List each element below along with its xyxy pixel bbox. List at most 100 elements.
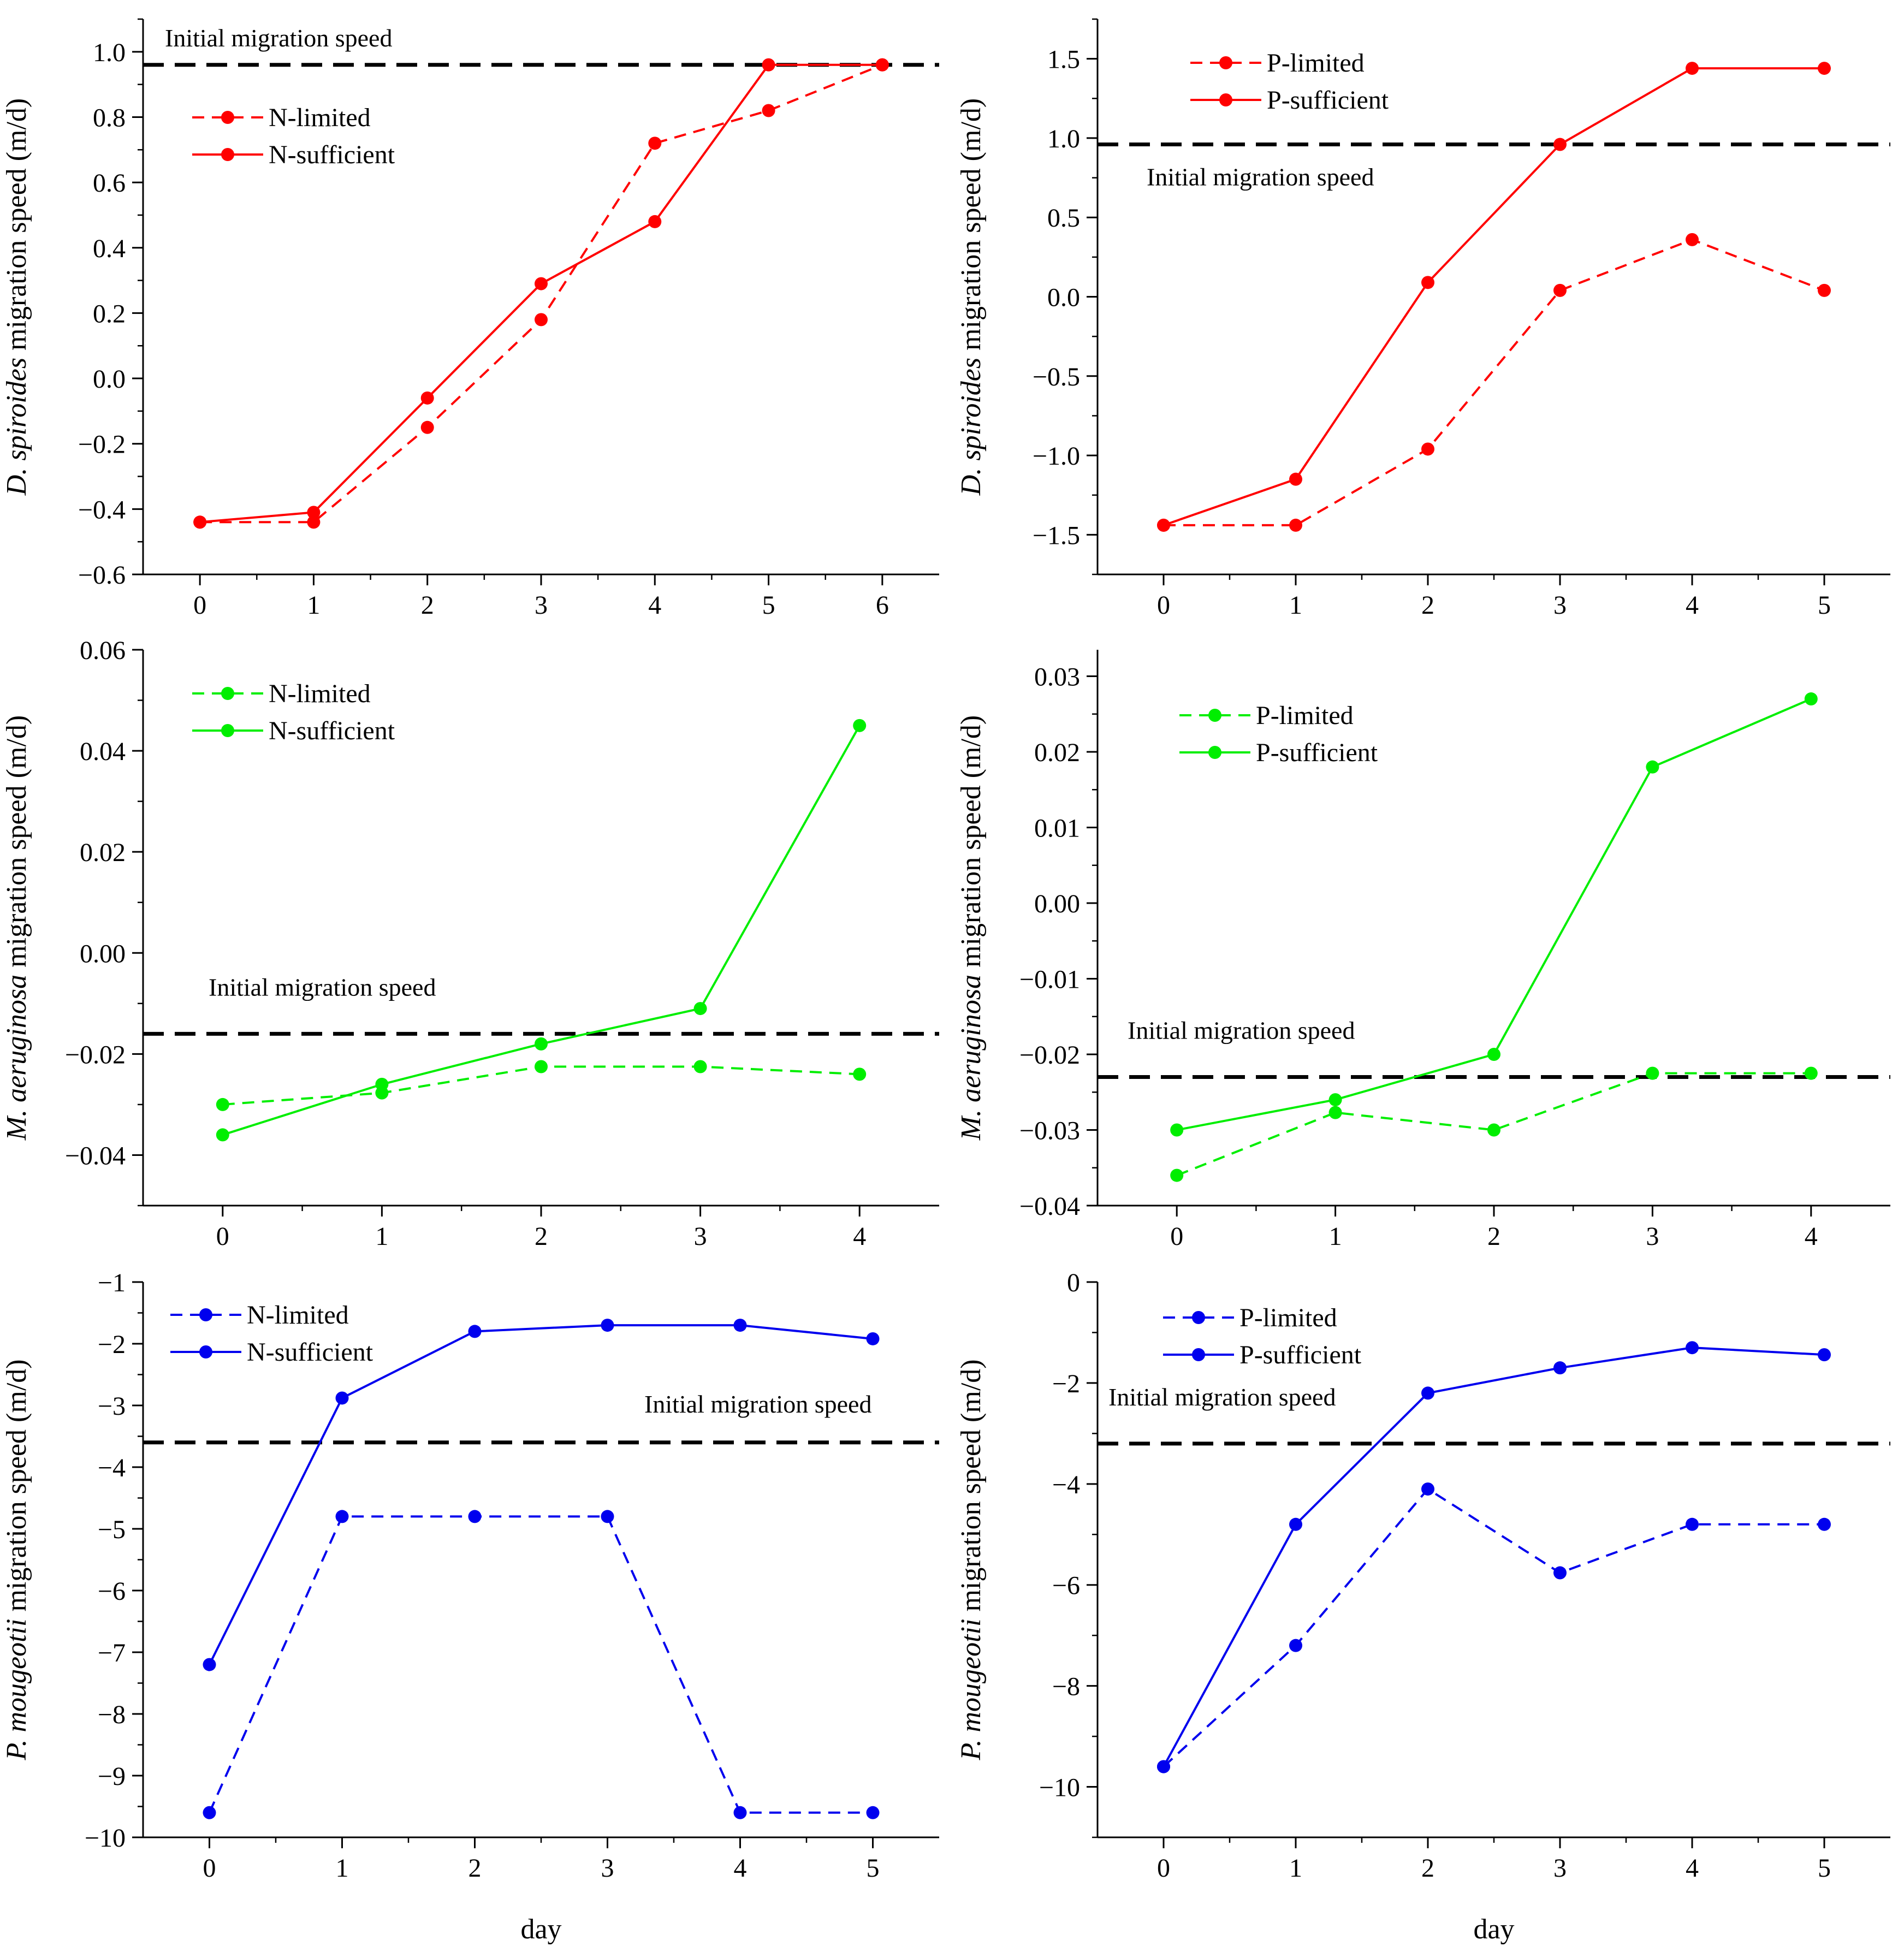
y-tick-label: 1.0 (1047, 124, 1080, 153)
data-point-N-sufficient (733, 1319, 747, 1332)
y-tick-label: 0.03 (1034, 662, 1080, 691)
data-point-N-limited (601, 1510, 614, 1523)
y-axis-title: D. spiroides migration speed (m/d) (956, 98, 987, 496)
data-point-P-sufficient (1818, 1348, 1831, 1362)
x-tick-label: 1 (375, 1222, 388, 1251)
legend-marker (1208, 709, 1221, 722)
legend-marker (199, 1308, 212, 1321)
initial-speed-label: Initial migration speed (209, 973, 436, 1001)
x-tick-label: 1 (1289, 1854, 1302, 1883)
y-tick-label: −1.5 (1033, 521, 1080, 550)
initial-speed-label: Initial migration speed (1147, 163, 1374, 191)
data-point-P-sufficient (1646, 760, 1659, 774)
y-tick-label: −0.4 (78, 495, 126, 524)
x-tick-label: 6 (876, 591, 889, 620)
y-tick-label: −6 (1052, 1571, 1080, 1600)
y-tick-label: −4 (1052, 1470, 1080, 1499)
series-line-N-sufficient (199, 63, 882, 524)
x-tick-label: 0 (216, 1222, 229, 1251)
legend-marker (221, 148, 234, 161)
series-line-P-limited (1162, 1487, 1824, 1768)
initial-speed-label: Initial migration speed (1108, 1383, 1336, 1411)
y-tick-label: −6 (98, 1577, 126, 1606)
x-tick-label: 3 (1553, 1854, 1567, 1883)
data-point-N-limited (762, 104, 775, 117)
y-axis-title-species: D. spiroides (956, 358, 987, 496)
y-tick-label: 0.4 (93, 234, 126, 263)
data-point-P-limited (1818, 1517, 1831, 1531)
x-tick-label: 5 (867, 1854, 880, 1883)
legend-marker (1219, 56, 1232, 69)
data-point-P-limited (1289, 518, 1302, 532)
initial-speed-label: Initial migration speed (1128, 1017, 1355, 1045)
y-tick-label: −4 (98, 1453, 126, 1482)
y-tick-label: −0.5 (1033, 363, 1080, 391)
y-axis-title-species: P. mougeotii (956, 1619, 987, 1761)
series-line-N-limited (200, 63, 883, 524)
legend-marker (1192, 1311, 1205, 1324)
x-axis-title: day (520, 1914, 561, 1945)
y-axis-title-rest: migration speed (m/d) (956, 715, 987, 975)
y-tick-label: 0.06 (80, 636, 126, 665)
y-tick-label: 0.0 (1047, 283, 1080, 312)
y-tick-label: −7 (98, 1639, 126, 1668)
panel-middle-right: −0.04 −0.03 −0.02 −0.01 0.00 0.01 0.02 0.03 0 1 2 3… (956, 650, 1890, 1251)
data-point-N-limited (307, 515, 321, 529)
data-point-P-limited (1553, 283, 1567, 297)
data-point-P-limited (1686, 233, 1699, 246)
data-point-P-limited (1646, 1066, 1659, 1080)
panel-bottom-left: −10−9−8−7−6−5−4−3−2−10 1 2 3 4 5P. mougeotii … (1, 1268, 939, 1945)
legend-label: N-sufficient (247, 1338, 373, 1367)
y-tick-label: −5 (98, 1515, 126, 1544)
x-tick-label: 2 (421, 591, 434, 620)
data-point-P-limited (1804, 1066, 1818, 1080)
data-point-P-sufficient (1553, 138, 1567, 151)
y-tick-label: 0.8 (93, 103, 126, 132)
data-point-N-sufficient (468, 1325, 482, 1338)
y-tick-label: −0.04 (1019, 1192, 1080, 1221)
x-tick-label: 1 (1289, 591, 1302, 620)
legend-label: N-limited (269, 679, 371, 708)
data-point-N-sufficient (648, 215, 662, 228)
series-line-P-limited (1164, 238, 1825, 526)
x-tick-label: 2 (1487, 1222, 1500, 1251)
x-tick-label: 4 (853, 1222, 866, 1251)
data-point-N-sufficient (693, 1002, 707, 1016)
data-point-N-sufficient (335, 1391, 349, 1405)
data-point-P-limited (1328, 1106, 1342, 1119)
series-line-N-sufficient (208, 1324, 873, 1665)
y-tick-label: 1.5 (1047, 45, 1080, 74)
data-point-N-sufficient (853, 719, 867, 732)
data-point-N-sufficient (375, 1077, 389, 1091)
y-tick-label: −10 (1039, 1773, 1080, 1802)
data-point-N-limited (203, 1806, 216, 1819)
x-tick-label: 4 (648, 591, 661, 620)
legend-marker (221, 111, 234, 124)
y-axis-title-species: M. aeruginosa (956, 975, 987, 1141)
data-point-N-limited (420, 420, 434, 434)
legend-label: P-limited (1256, 701, 1354, 730)
x-tick-label: 4 (1805, 1222, 1818, 1251)
y-tick-label: −10 (85, 1824, 126, 1853)
data-point-P-limited (1289, 1639, 1302, 1652)
x-tick-label: 1 (1329, 1222, 1342, 1251)
legend-marker (221, 687, 234, 700)
data-point-P-limited (1170, 1168, 1184, 1182)
data-point-N-sufficient (535, 277, 548, 290)
panel-middle-left: −0.04 −0.02 0.00 0.02 0.04 0.06 0 1 2 3 4 M. aerugi… (1, 636, 939, 1251)
panel-top-left: −0.6 −0.4 −0.2 0.0 0.2 0.4 0.6 0.8 1.0 0 1 2 3 4 5 6 D. … (1, 18, 939, 620)
series-line-N-limited (208, 1515, 873, 1814)
data-point-N-limited (335, 1510, 349, 1523)
y-tick-label: −2 (98, 1330, 126, 1359)
y-tick-label: 0.02 (1034, 738, 1080, 767)
x-tick-label: 3 (535, 591, 548, 620)
data-point-P-sufficient (1553, 1361, 1567, 1375)
legend-label: N-sufficient (269, 716, 395, 745)
y-tick-label: 0.02 (80, 838, 126, 867)
data-point-P-sufficient (1686, 1341, 1699, 1355)
series-line-P-limited (1176, 1072, 1811, 1177)
data-point-P-sufficient (1487, 1047, 1500, 1061)
x-tick-label: 2 (535, 1222, 548, 1251)
data-point-N-limited (216, 1097, 229, 1111)
legend-marker (1208, 746, 1221, 759)
